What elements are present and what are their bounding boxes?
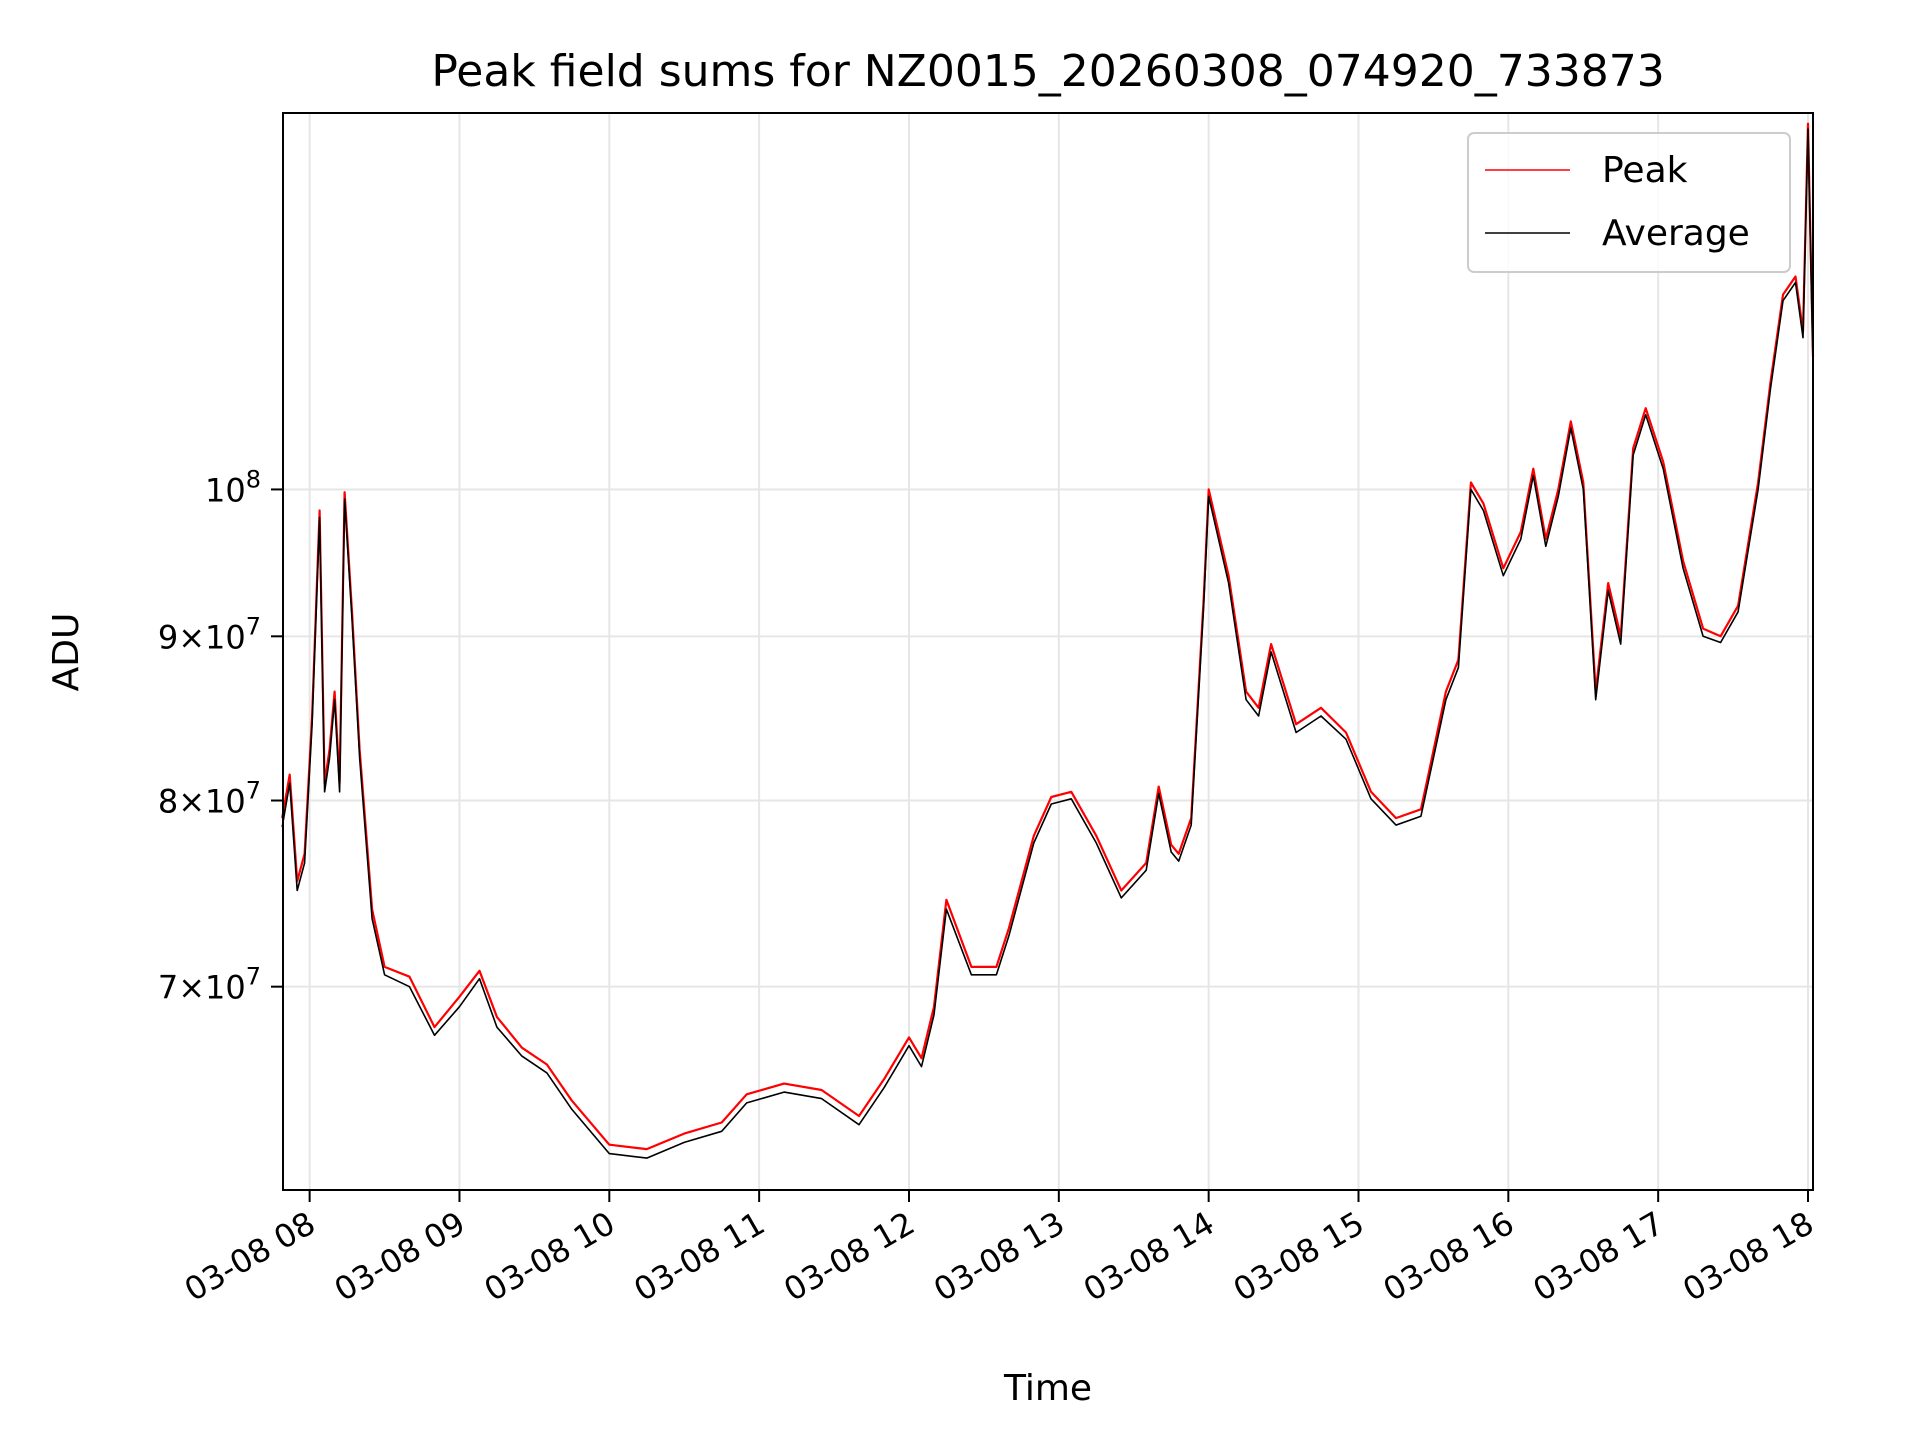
legend-label-average: Average xyxy=(1602,213,1750,254)
series-line-peak xyxy=(281,122,1815,1151)
y-tick-label-3: 108 xyxy=(205,465,261,509)
legend-label-peak: Peak xyxy=(1602,150,1688,191)
legend: Peak Average xyxy=(1467,132,1791,273)
y-tick-label-0: 7×107 xyxy=(158,963,261,1007)
gridlines xyxy=(283,113,1813,1190)
plot-frame xyxy=(282,112,1814,1191)
chart-title: Peak field sums for NZ0015_20260308_0749… xyxy=(431,46,1664,97)
y-tick-label-2: 9×107 xyxy=(158,612,261,656)
legend-box xyxy=(1467,132,1791,273)
y-axis-ticks: 7×107 8×107 9×107 108 xyxy=(158,465,283,1007)
y-tick-label-1: 8×107 xyxy=(158,777,261,821)
series-layer xyxy=(281,122,1815,1159)
y-axis-label: ADU xyxy=(46,613,87,692)
x-axis-label: Time xyxy=(1003,1368,1092,1409)
series-line-average xyxy=(281,128,1814,1159)
